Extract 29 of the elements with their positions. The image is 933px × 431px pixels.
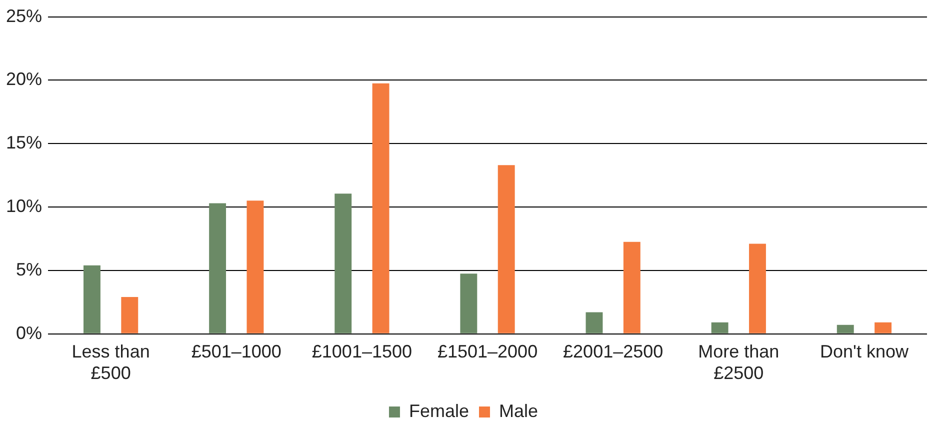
bar [121,297,138,334]
x-tick-label: £1501–2000 [437,342,538,362]
y-tick-label: 10% [6,196,42,216]
y-tick-label: 0% [16,322,42,343]
y-tick-label: 20% [6,69,42,90]
bar [623,242,640,334]
bar [246,200,264,334]
bar [498,165,515,334]
bar [372,83,390,334]
bar [460,274,478,334]
x-tick-label: £2001–2500 [563,342,664,362]
bar [334,194,352,334]
x-tick-label: £501–1000 [191,342,282,362]
bar [84,265,100,334]
bar [586,312,603,334]
bar [749,244,766,334]
x-tick-label: Don't know [820,342,910,362]
bar [874,322,892,334]
legend-label: Male [499,400,538,421]
y-tick-label: 25% [6,6,42,26]
y-tick-label: 5% [16,259,42,280]
x-tick-label: £1001–1500 [312,342,412,362]
x-tick-label: More than £2500 [698,342,780,384]
y-tick-label: 15% [6,132,42,153]
bar [209,203,226,334]
bar [711,322,728,334]
bar [836,324,854,334]
x-tick-label: Less than £500 [72,342,150,384]
legend-label: Female [408,400,470,421]
